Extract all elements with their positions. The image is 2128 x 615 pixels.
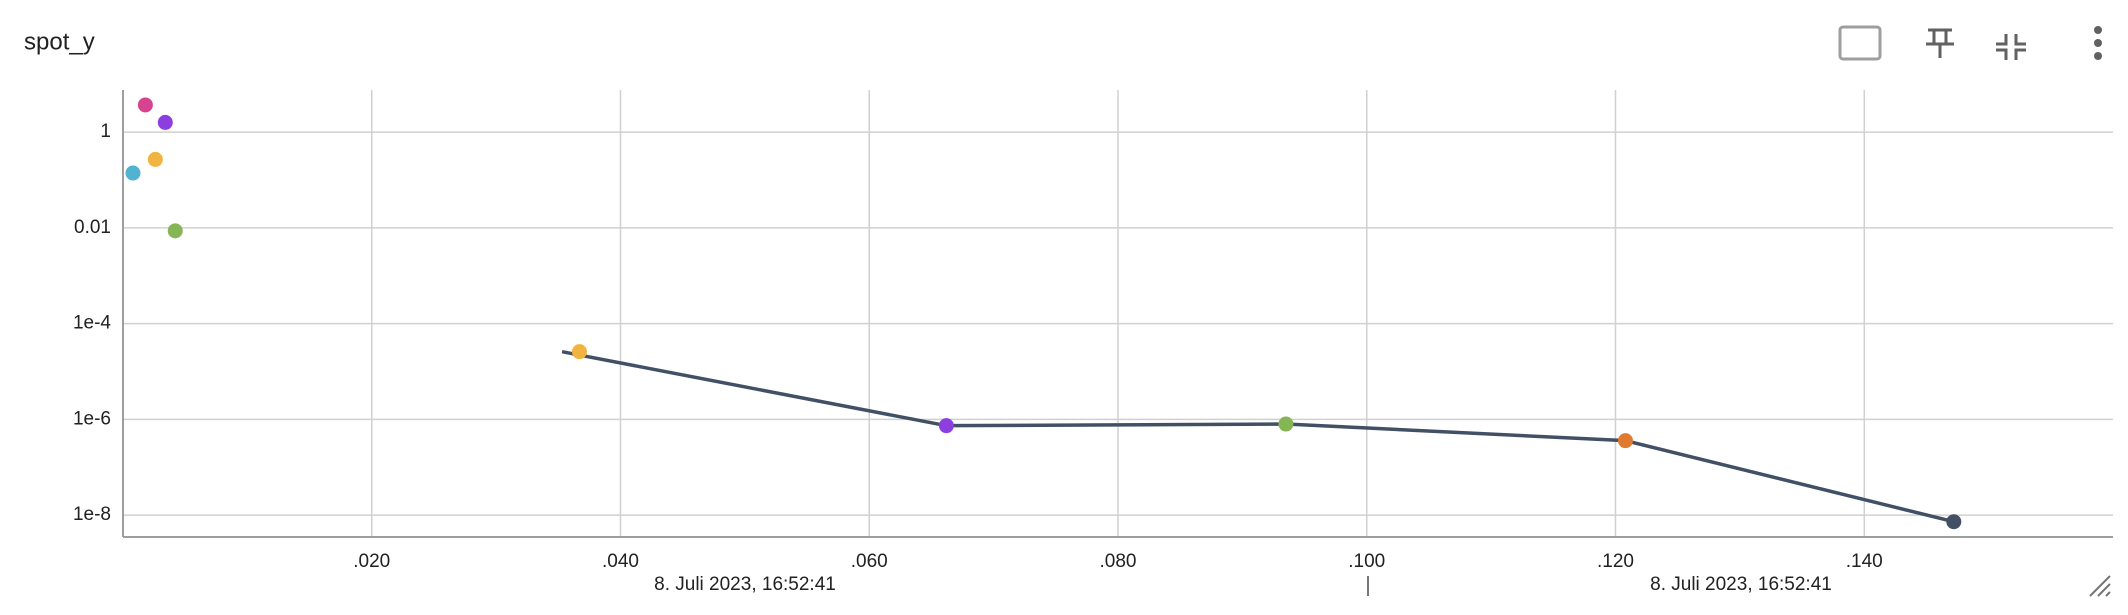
x-tick-label: .100: [1348, 551, 1385, 572]
y-tick-label: 1: [100, 121, 111, 142]
fit-button[interactable]: [1838, 25, 1882, 61]
x-tick-label: .040: [602, 551, 639, 572]
data-point: [147, 151, 163, 167]
data-point: [1617, 433, 1633, 449]
data-point: [137, 97, 153, 113]
data-point: [1278, 416, 1294, 432]
chart-title: spot_y: [24, 28, 95, 55]
x-tick-label: .140: [1846, 551, 1883, 572]
data-point: [167, 223, 183, 239]
series-line: [561, 349, 1955, 524]
x-tick-label: .060: [851, 551, 888, 572]
pin-button[interactable]: [1926, 28, 1954, 58]
hover-timestamp: 8. Juli 2023, 16:52:41: [654, 574, 836, 595]
data-point: [938, 418, 954, 434]
toolbar: [1367, 25, 2111, 597]
data-point: [157, 114, 173, 130]
hover-timestamp: 8. Juli 2023, 16:52:41: [1650, 574, 1832, 595]
collapse-button[interactable]: [1996, 34, 2026, 60]
y-tick-label: 1e-6: [73, 408, 111, 429]
x-tick-label: .020: [353, 551, 390, 572]
data-point: [125, 165, 141, 181]
menu-button[interactable]: [2094, 26, 2102, 60]
data-point: [1946, 514, 1962, 530]
x-tick-label: .120: [1597, 551, 1634, 572]
y-tick-label: 1e-8: [73, 504, 111, 525]
x-tick-label: .080: [1100, 551, 1137, 572]
y-tick-label: 0.01: [74, 217, 111, 238]
data-point: [571, 344, 587, 360]
y-tick-label: 1e-4: [73, 313, 111, 334]
